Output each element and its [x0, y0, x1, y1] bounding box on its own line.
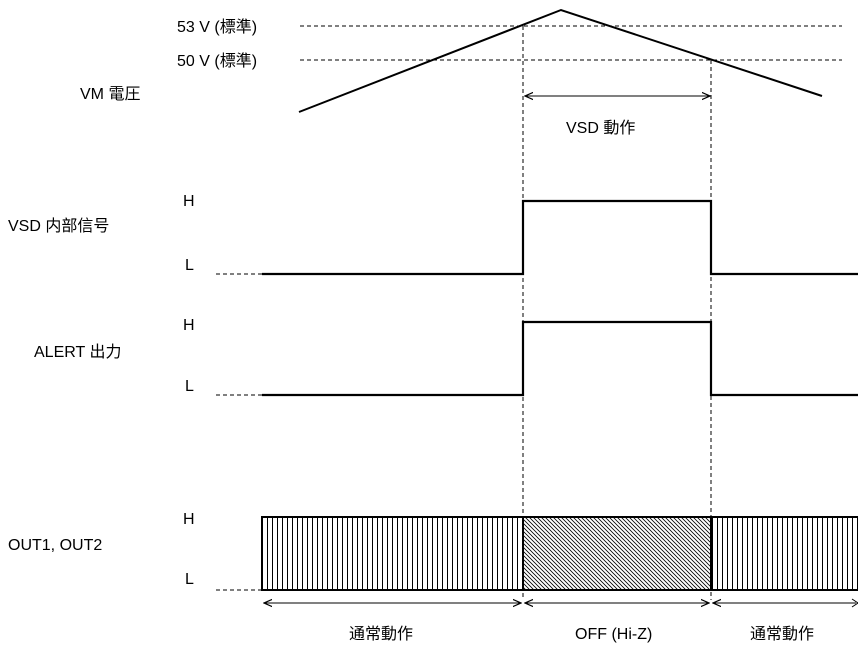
normal-right-arrow-tip: [851, 598, 858, 604]
vm-voltage-label: VM 電圧: [80, 86, 140, 103]
vsd-signal-waveform: [262, 199, 858, 276]
vsd-signal-high-label: H: [183, 193, 195, 210]
vm-voltage-section: VM 電圧 53 V (標準) 50 V (標準) VSD 動作: [80, 8, 842, 137]
vm-voltage-waveform: [298, 8, 823, 113]
vsd-signal-label: VSD 内部信号: [8, 217, 109, 235]
out-normal-right-block: [710, 516, 858, 591]
phase-section: 通常動作 OFF (Hi-Z) 通常動作: [264, 598, 858, 643]
level-50v-label: 50 V (標準): [177, 52, 257, 70]
out-low-label: L: [185, 571, 194, 588]
vsd-signal-section: VSD 内部信号 H L: [8, 193, 858, 276]
vsd-operation-label: VSD 動作: [566, 119, 635, 137]
out-high-label: H: [183, 511, 195, 528]
phase-normal-right-label: 通常動作: [750, 625, 814, 643]
alert-high-label: H: [183, 317, 195, 334]
vsd-signal-low-label: L: [185, 257, 194, 274]
out-section: OUT1, OUT2 H L: [8, 511, 858, 591]
alert-low-label: L: [185, 378, 194, 395]
normal-right-arrow-tip-lower: [851, 602, 858, 608]
phase-off-label: OFF (Hi-Z): [575, 626, 652, 643]
alert-waveform: [262, 320, 858, 397]
out-off-block: [522, 516, 712, 591]
phase-normal-left-label: 通常動作: [349, 625, 413, 643]
alert-section: ALERT 出力 H L: [34, 317, 858, 397]
out-label: OUT1, OUT2: [8, 537, 102, 554]
alert-label: ALERT 出力: [34, 343, 121, 361]
out-normal-left-block: [261, 516, 524, 591]
level-53v-label: 53 V (標準): [177, 18, 257, 36]
